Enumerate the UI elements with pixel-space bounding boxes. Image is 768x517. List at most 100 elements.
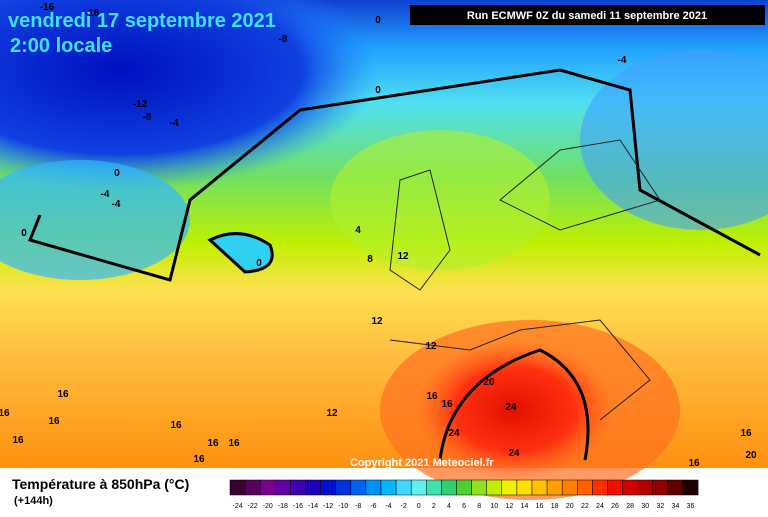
color-swatch [275, 479, 291, 496]
color-swatch [561, 479, 578, 496]
contour-label: -8 [279, 34, 288, 45]
contour-label: 16 [193, 454, 205, 465]
color-swatch [244, 479, 261, 496]
scale-label: 16 [536, 503, 544, 510]
color-swatch [335, 479, 352, 496]
color-swatch [410, 479, 427, 496]
contour-label: -4 [101, 189, 110, 200]
color-swatch [471, 479, 487, 496]
contour-label: 0 [21, 228, 27, 239]
scale-label: 12 [505, 503, 513, 510]
contour-label: 0 [256, 258, 262, 269]
scale-label: 30 [641, 503, 649, 510]
contour-label: 0 [375, 15, 381, 26]
zero-isotherm [27, 68, 761, 282]
contour-label: 24 [508, 448, 520, 459]
color-swatch [531, 479, 548, 496]
color-swatch [441, 479, 457, 496]
warm-area [330, 130, 550, 270]
color-swatch [229, 479, 246, 496]
isotherm-24 [438, 348, 590, 461]
contour-label: 4 [355, 225, 361, 236]
scale-label: 6 [462, 503, 466, 510]
color-swatch [546, 479, 563, 496]
scale-label: -12 [323, 503, 333, 510]
legend-subtitle: (+144h) [14, 495, 53, 507]
scale-label: 20 [566, 503, 574, 510]
contour-label: 12 [371, 316, 383, 327]
contour-label: 16 [0, 408, 10, 419]
contour-label: 16 [48, 416, 60, 427]
scale-label: 18 [551, 503, 559, 510]
contour-label: 16 [740, 428, 752, 439]
scale-label: -16 [293, 503, 303, 510]
scale-label: 26 [611, 503, 619, 510]
coastline [389, 139, 661, 421]
contour-label: -16 [40, 2, 55, 13]
color-swatch [652, 479, 669, 496]
scale-label: 36 [687, 503, 695, 510]
color-swatch [486, 479, 503, 496]
color-swatch [516, 479, 533, 496]
color-swatch [395, 479, 412, 496]
color-swatch [350, 479, 367, 496]
contour-label: 16 [170, 420, 182, 431]
color-swatch [637, 479, 654, 496]
color-swatch [667, 479, 684, 496]
contour-label: -16 [85, 8, 100, 19]
date: vendredi 17 septembre 2021 [8, 10, 276, 32]
contour-label: 20 [745, 450, 757, 461]
scale-label: 0 [417, 503, 421, 510]
contour-label: 0 [114, 168, 120, 179]
scale-label: -20 [263, 503, 273, 510]
zero-isotherm [207, 232, 274, 274]
contour-label: 12 [326, 408, 338, 419]
legend: Température à 850hPa (°C) (+144h) -24 -22… [12, 476, 699, 510]
color-swatch [607, 479, 623, 496]
scale-label: -6 [370, 503, 376, 510]
color-swatch [682, 479, 699, 496]
contour-label: 20 [483, 377, 495, 388]
scale-label: -2 [401, 503, 407, 510]
contour-label: -12 [133, 99, 148, 110]
color-swatch [320, 479, 336, 496]
contour-label: 12 [425, 341, 437, 352]
color-swatch [305, 479, 321, 496]
scale-label: 14 [521, 503, 529, 510]
color-swatch [290, 479, 306, 496]
contour-label: 16 [228, 438, 240, 449]
hot-area [415, 340, 615, 480]
color-swatch [365, 479, 382, 496]
scale-label: 2 [432, 503, 436, 510]
color-swatch [577, 479, 593, 496]
cold-area [580, 50, 768, 230]
run-info: Run ECMWF 0Z du samedi 11 septembre 2021 [467, 10, 707, 22]
scale-label: 8 [477, 503, 481, 510]
contour-label: 12 [397, 251, 409, 262]
scale-label: -10 [338, 503, 348, 510]
scale-label: 24 [596, 503, 604, 510]
color-swatch [426, 479, 442, 496]
contour-label: 24 [448, 428, 460, 439]
scale-label: -18 [278, 503, 288, 510]
scale-label: 10 [490, 503, 498, 510]
contour-label: 8 [367, 254, 373, 265]
time: 2:00 locale [10, 35, 112, 57]
contour-label: -8 [143, 112, 152, 123]
contour-label: -4 [170, 118, 179, 129]
run-box [410, 5, 765, 25]
scale-label: -24 [232, 503, 242, 510]
contour-label: -4 [112, 199, 121, 210]
color-swatch [259, 479, 276, 496]
copyright: Copyright 2021 Meteociel.fr [350, 457, 494, 469]
color-swatch [380, 479, 397, 496]
scale-label: 4 [447, 503, 451, 510]
legend-title: Température à 850hPa (°C) [12, 476, 189, 492]
scale-label: -4 [385, 503, 391, 510]
contour-label: 16 [441, 399, 453, 410]
color-swatch [592, 479, 608, 496]
cold-area [0, 0, 380, 190]
scale-label: -22 [248, 503, 258, 510]
contour-label: 16 [688, 458, 700, 469]
